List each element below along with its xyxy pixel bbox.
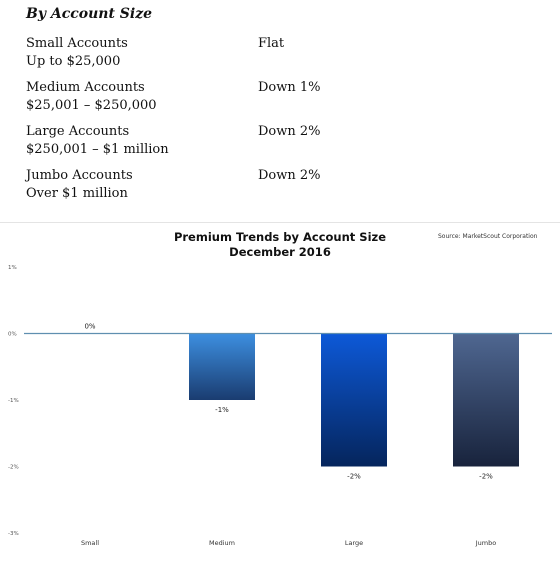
bars-group bbox=[189, 333, 519, 467]
y-axis-ticks: 1% 0% -1% -2% -3% bbox=[8, 265, 19, 537]
account-name: Large Accounts bbox=[26, 124, 130, 139]
account-range: Up to $25,000 bbox=[26, 54, 121, 69]
chart-svg: Premium Trends by Account Size December … bbox=[8, 230, 552, 547]
y-tick-label: 1% bbox=[8, 265, 17, 271]
premium-trends-chart: Premium Trends by Account Size December … bbox=[0, 222, 560, 558]
section-heading: By Account Size bbox=[26, 6, 153, 22]
bar-large bbox=[321, 333, 387, 467]
data-label: -1% bbox=[215, 406, 229, 414]
account-trend: Down 2% bbox=[258, 168, 321, 183]
y-tick-label: -2% bbox=[8, 465, 19, 471]
y-tick-label: -1% bbox=[8, 398, 19, 404]
data-label: -2% bbox=[479, 473, 493, 481]
x-tick-label: Small bbox=[81, 539, 99, 547]
account-range: $25,001 – $250,000 bbox=[26, 98, 157, 113]
account-label: Jumbo Accounts Over $1 million bbox=[26, 167, 256, 203]
account-name: Medium Accounts bbox=[26, 80, 145, 95]
account-range: Over $1 million bbox=[26, 186, 128, 201]
data-label: -2% bbox=[347, 473, 361, 481]
data-labels-group: 0% -1% -2% -2% bbox=[84, 323, 493, 481]
account-trend: Flat bbox=[258, 36, 285, 51]
data-label: 0% bbox=[84, 323, 95, 331]
chart-source: Source: MarketScout Corporation bbox=[438, 233, 538, 240]
account-label: Small Accounts Up to $25,000 bbox=[26, 35, 256, 71]
x-tick-label: Jumbo bbox=[475, 539, 496, 547]
account-trend: Down 1% bbox=[258, 80, 321, 95]
account-label: Large Accounts $250,001 – $1 million bbox=[26, 123, 256, 159]
account-range: $250,001 – $1 million bbox=[26, 142, 169, 157]
bar-medium bbox=[189, 333, 255, 400]
account-name: Small Accounts bbox=[26, 36, 128, 51]
x-tick-label: Large bbox=[345, 539, 363, 547]
account-label: Medium Accounts $25,001 – $250,000 bbox=[26, 79, 256, 115]
y-tick-label: -3% bbox=[8, 531, 19, 537]
bar-jumbo bbox=[453, 333, 519, 467]
account-name: Jumbo Accounts bbox=[26, 168, 133, 183]
account-trend: Down 2% bbox=[258, 124, 321, 139]
chart-subtitle: December 2016 bbox=[229, 245, 331, 259]
y-tick-label: 0% bbox=[8, 332, 17, 338]
x-axis-labels: Small Medium Large Jumbo bbox=[81, 539, 496, 547]
x-tick-label: Medium bbox=[209, 539, 235, 547]
chart-title: Premium Trends by Account Size bbox=[174, 230, 386, 244]
